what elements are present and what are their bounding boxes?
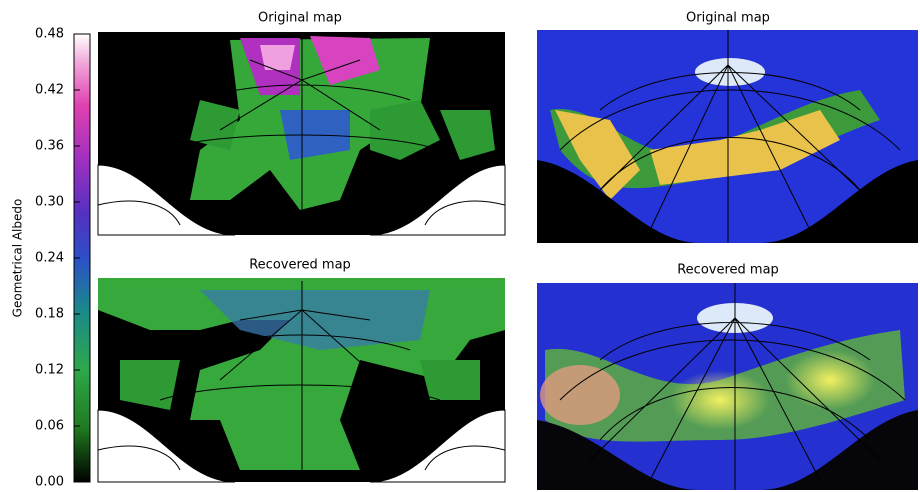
colorbar-tick-label: 0.18	[35, 307, 64, 322]
panel-title: Recovered map	[249, 258, 351, 273]
colorbar-tick-label: 0.00	[35, 475, 64, 490]
colorbar-tick-label: 0.12	[35, 363, 64, 378]
colorbar-tick-label: 0.42	[35, 83, 64, 98]
recovered-map-right	[537, 283, 918, 490]
panel-title: Original map	[258, 11, 342, 26]
colorbar-tick-label: 0.06	[35, 419, 64, 434]
panel-title: Recovered map	[677, 263, 779, 278]
original-map-right	[537, 30, 918, 243]
colorbar-tick-label: 0.36	[35, 139, 64, 154]
colorbar-label: Geometrical Albedo	[11, 199, 25, 318]
original-map-left	[97, 32, 506, 236]
colorbar-tick-label: 0.30	[35, 195, 64, 210]
recovered-map-left	[97, 278, 506, 483]
panel-title: Original map	[686, 11, 770, 26]
colorbar-tick-label: 0.24	[35, 251, 64, 266]
colorbar-tick-label: 0.48	[35, 27, 64, 42]
